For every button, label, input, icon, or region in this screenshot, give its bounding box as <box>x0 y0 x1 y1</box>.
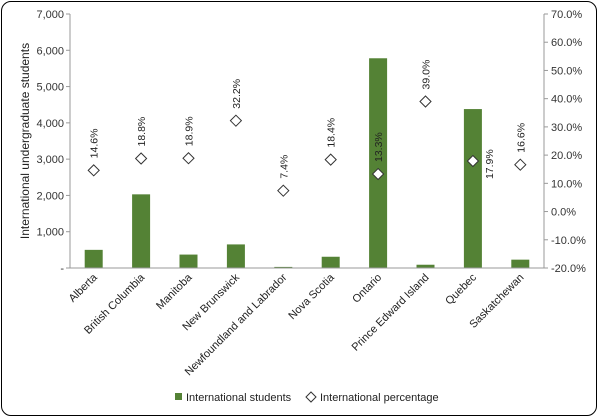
legend-label-international-percentage: International percentage <box>320 392 439 404</box>
category-label: Manitoba <box>154 271 195 312</box>
left-tick-label: 7,000 <box>36 9 64 21</box>
bar <box>369 58 388 268</box>
bar <box>132 194 151 268</box>
percentage-marker <box>182 152 195 165</box>
percentage-marker <box>87 164 100 177</box>
left-tick-label: 5,000 <box>36 82 64 94</box>
percentage-marker <box>134 152 148 165</box>
bar <box>226 244 245 268</box>
percentage-data-label: 18.9% <box>184 116 196 146</box>
left-tick-label: 2,000 <box>36 190 64 202</box>
percentage-data-label: 17.9% <box>484 149 496 179</box>
category-label: Nova Scotia <box>286 271 337 322</box>
percentage-marker <box>371 167 385 181</box>
legend-diamond-swatch <box>305 391 317 403</box>
percentage-data-label: 13.3% <box>373 132 385 162</box>
right-tick-label: 50.0% <box>551 65 582 77</box>
right-tick-label: 30.0% <box>551 122 582 134</box>
bar <box>84 249 103 268</box>
percentage-data-label: 39.0% <box>421 60 433 90</box>
bar <box>463 109 482 268</box>
bar <box>321 256 340 268</box>
percentage-data-label: 18.8% <box>136 117 148 147</box>
bar-series <box>84 58 530 268</box>
left-tick-label: 6,000 <box>36 45 64 57</box>
legend-bar-swatch <box>175 393 182 400</box>
left-tick-label: - <box>60 263 64 275</box>
percentage-marker <box>229 114 243 127</box>
right-tick-label: -10.0% <box>551 235 586 247</box>
bar <box>179 254 198 268</box>
right-tick-label: 10.0% <box>551 178 582 190</box>
percentage-data-label: 7.4% <box>278 155 290 179</box>
percentage-marker <box>514 158 527 171</box>
point-series: 14.6% 18.8% 18.9% 32.2% 7.4% 18.4% 13.3% 39.0% 1… <box>87 60 527 197</box>
bar <box>274 266 293 268</box>
left-tick-label: 1,000 <box>36 227 64 239</box>
right-tick-label: 40.0% <box>551 94 582 106</box>
percentage-marker <box>277 184 290 197</box>
percentage-data-label: 32.2% <box>231 79 243 109</box>
percentage-data-label: 16.6% <box>515 123 527 153</box>
left-tick-label: 3,000 <box>36 154 64 166</box>
category-label: Newfoundland and Labrador <box>183 271 290 378</box>
right-tick-label: -20.0% <box>551 263 586 275</box>
left-tick-label: 4,000 <box>36 118 64 130</box>
left-axis: - 1,000 2,000 3,000 4,000 5,000 6,000 7,000 <box>36 9 71 275</box>
right-tick-label: 60.0% <box>551 37 582 49</box>
right-axis: -20.0% -10.0% 0.0% 10.0% 20.0% 30.0% 40.0% 50.0… <box>543 9 586 275</box>
bar <box>511 259 530 268</box>
category-label: Alberta <box>67 271 101 305</box>
right-tick-label: 0.0% <box>551 207 576 219</box>
legend: International students International per… <box>175 391 439 404</box>
percentage-data-label: 14.6% <box>89 129 101 159</box>
right-tick-label: 70.0% <box>551 9 582 21</box>
category-label: Quebec <box>443 271 479 307</box>
legend-label-international-students: International students <box>186 392 292 404</box>
right-tick-label: 20.0% <box>551 150 582 162</box>
y-axis-title: International undergraduate students <box>18 43 32 239</box>
percentage-data-label: 18.4% <box>326 118 338 148</box>
percentage-marker <box>466 154 480 168</box>
percentage-marker <box>419 95 432 108</box>
category-label: Ontario <box>350 272 384 306</box>
bar <box>416 264 435 268</box>
percentage-marker <box>324 153 337 166</box>
category-label: Prince Edward Island <box>350 272 432 354</box>
